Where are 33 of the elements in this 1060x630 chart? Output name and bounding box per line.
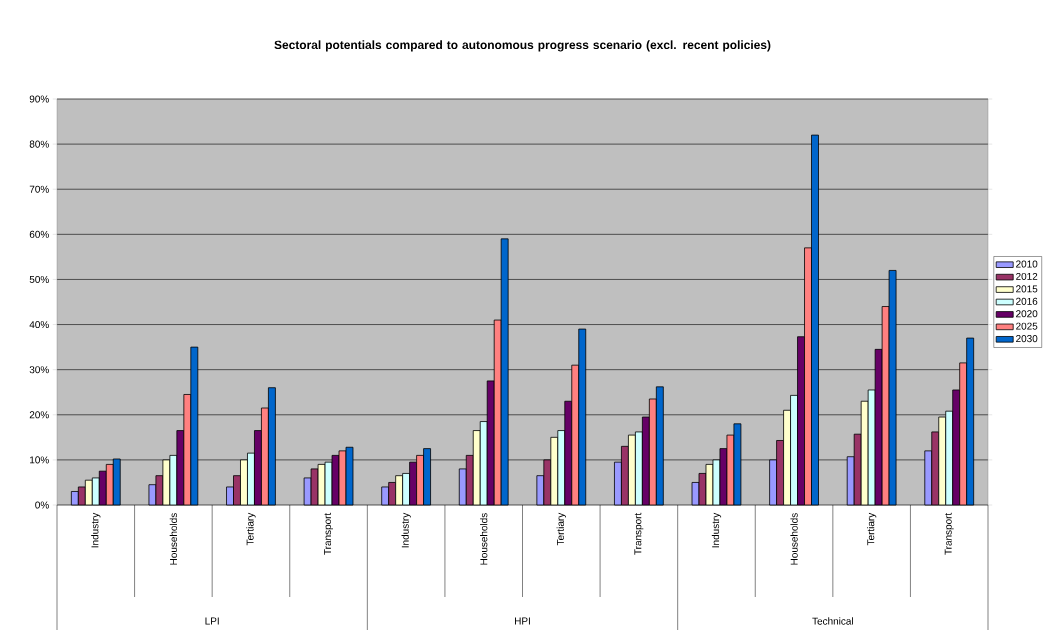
legend-label: 2030 bbox=[1016, 335, 1038, 343]
text: LPI bbox=[205, 617, 219, 625]
y-tick-label: 0% bbox=[35, 501, 49, 509]
x-tick-label: Households bbox=[790, 513, 798, 565]
x-tick-label: Industry bbox=[91, 512, 101, 548]
legend-label: 2020 bbox=[1016, 310, 1038, 318]
y-tick-label: 70% bbox=[29, 185, 49, 193]
y-tick-label: 40% bbox=[29, 321, 49, 329]
text: Technical bbox=[812, 617, 853, 625]
legend-label: 2010 bbox=[1016, 260, 1038, 268]
x-tick-label: Transport bbox=[634, 512, 644, 555]
x-tick-label: Tertiary bbox=[246, 512, 256, 546]
x-tick-label: Households bbox=[480, 513, 488, 565]
legend-label: 2016 bbox=[1016, 297, 1038, 305]
x-tick-label: Tertiary bbox=[866, 512, 877, 546]
y-tick-label: 90% bbox=[29, 95, 49, 103]
x-tick-label: Transport bbox=[324, 512, 333, 555]
x-tick-label: Industry bbox=[401, 512, 411, 548]
y-tick-label: 50% bbox=[29, 275, 49, 283]
y-tick-label: 60% bbox=[29, 230, 49, 238]
legend-label: 2025 bbox=[1016, 322, 1038, 330]
legend-label: 2012 bbox=[1016, 272, 1038, 280]
chart-title: Sectoral potentials compared to autonomous progress scenario (excl. recent policies) bbox=[274, 40, 771, 52]
y-tick-label: 20% bbox=[29, 411, 49, 419]
y-tick-label: 80% bbox=[29, 140, 49, 148]
y-tick-label: 30% bbox=[29, 366, 49, 374]
text: HPI bbox=[515, 617, 530, 625]
x-tick-label: Tertiary bbox=[556, 512, 566, 546]
x-tick-label: Households bbox=[169, 513, 178, 565]
x-tick-label: Transport bbox=[944, 512, 954, 555]
legend-label: 2015 bbox=[1016, 285, 1038, 293]
x-tick-label: Industry bbox=[711, 512, 722, 548]
y-tick-label: 10% bbox=[30, 456, 49, 464]
